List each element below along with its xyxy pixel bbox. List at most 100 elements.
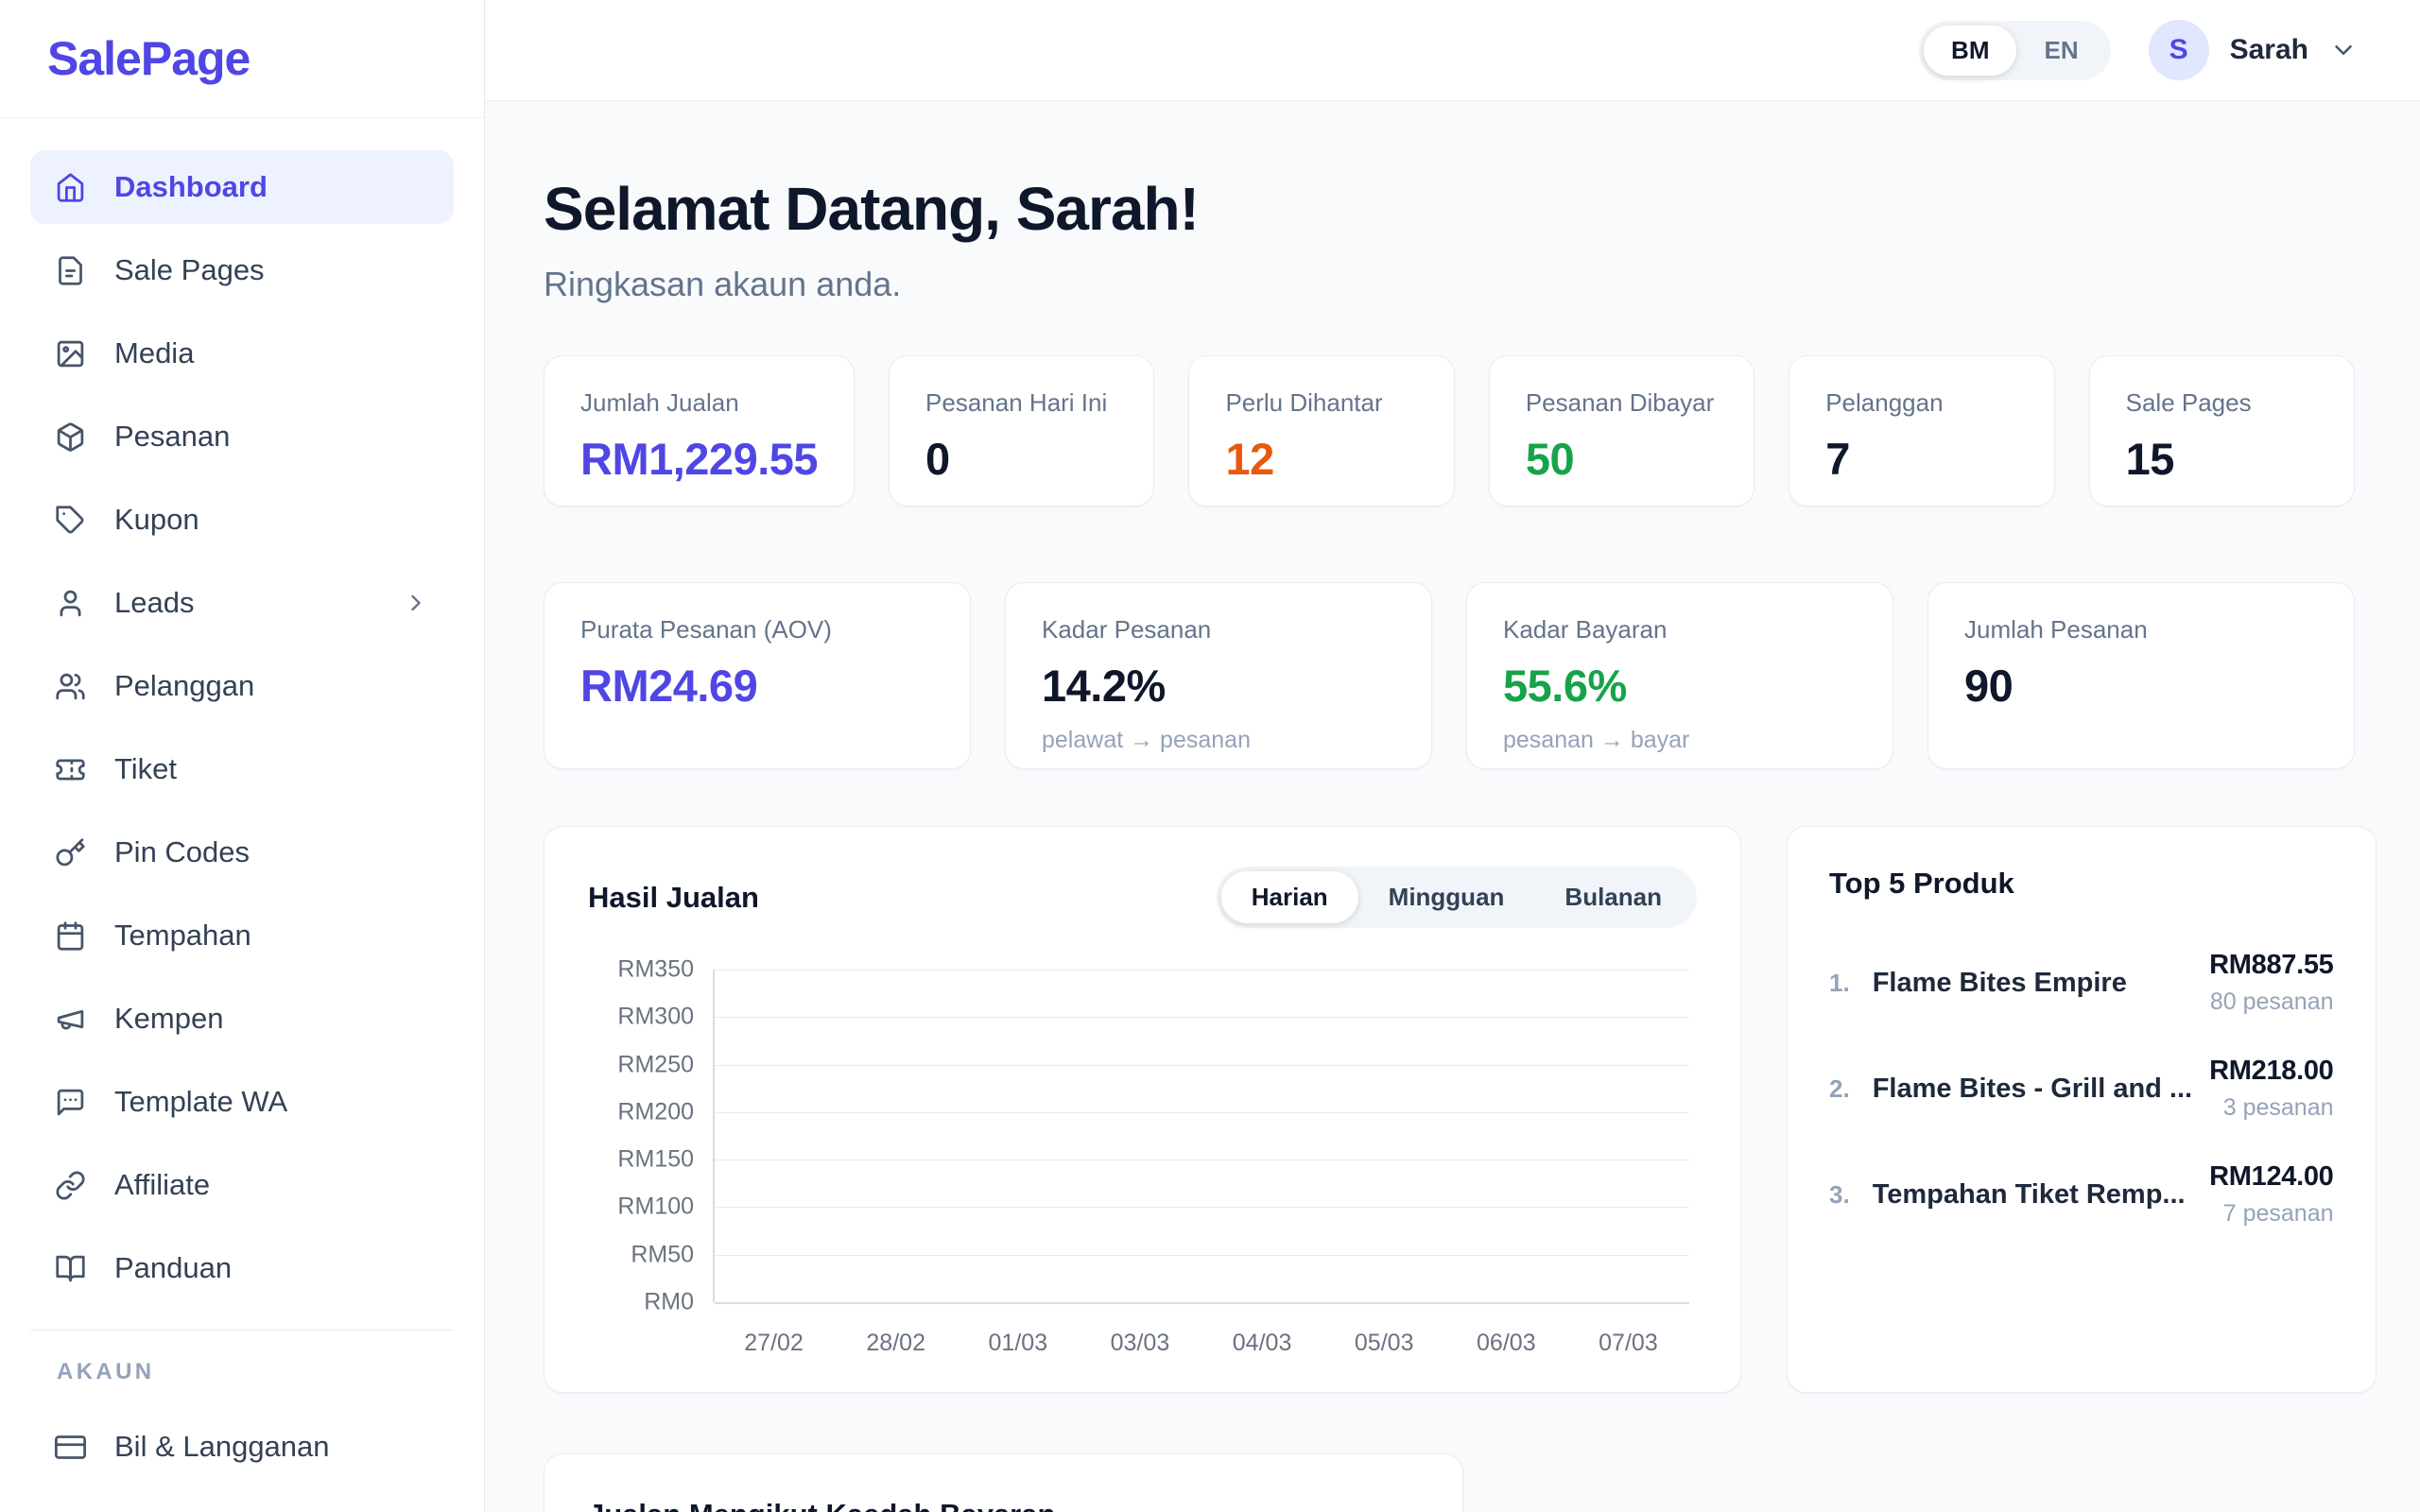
stat-value: 50 [1525,434,1575,484]
sidebar-item-dashboard[interactable]: Dashboard [30,150,454,224]
language-option-en[interactable]: EN [2016,26,2105,76]
sidebar-item-pin-codes[interactable]: Pin Codes [30,816,454,889]
stat-label: Jumlah Pesanan [1964,615,2148,644]
chart-gridline [715,1207,1689,1209]
payment-methods-title: Jualan Mengikut Kaedah Bayaran [588,1498,1419,1512]
y-axis-tick-label: RM100 [617,1193,694,1220]
top-product-row-2: 2. Flame Bites - Grill and ... RM218.00 … [1829,1056,2334,1122]
stat-label: Pesanan Dibayar [1525,388,1715,417]
chart-header: Hasil Jualan Harian Mingguan Bulanan [588,867,1697,928]
avatar: S [2148,20,2209,80]
stat-card-pelanggan: Pelanggan 7 [1789,355,2055,507]
product-rank: 1. [1829,968,1850,997]
sidebar-item-leads[interactable]: Leads [30,566,454,640]
line-chart: RM350 RM300 RM250 RM200 RM150 RM100 RM50 RM0 27… [588,956,1697,1357]
top-products-title: Top 5 Produk [1829,867,2014,900]
calendar-icon [55,920,86,952]
chart-range-tab-harian[interactable]: Harian [1220,871,1358,923]
stat-label: Perlu Dihantar [1225,388,1383,417]
stat-card-purata-pesanan-aov: Purata Pesanan (AOV) RM24.69 [544,582,971,769]
home-icon [55,172,86,203]
sidebar-section-label: AKAUN [57,1359,155,1384]
y-axis-tick-label: RM250 [617,1051,694,1078]
stat-value: 12 [1225,434,1274,484]
stat-card-kadar-pesanan: Kadar Pesanan 14.2% pelawat → pesanan [1005,582,1432,769]
stat-value: 14.2% [1042,661,1166,711]
stat-card-pesanan-hari-ini: Pesanan Hari Ini 0 [889,355,1155,507]
sidebar-item-token-ai[interactable]: Token AI [30,1493,454,1512]
users-icon [55,671,86,702]
topbar: BM EN S Sarah [485,0,2420,101]
stat-card-sale-pages: Sale Pages 15 [2088,355,2355,507]
product-orders: 3 pesanan [2222,1094,2334,1121]
stat-value: 0 [925,434,950,484]
sidebar-item-panduan[interactable]: Panduan [30,1231,454,1305]
x-axis-tick-label: 01/03 [988,1330,1048,1356]
y-axis-tick-label: RM50 [631,1241,694,1268]
sidebar-item-bil-langganan[interactable]: Bil & Langganan [30,1410,454,1484]
product-orders: 7 pesanan [2222,1200,2334,1227]
chart-range-tab-bulanan[interactable]: Bulanan [1534,871,1692,923]
chart-gridline [715,970,1689,971]
stat-label: Purata Pesanan (AOV) [580,615,832,644]
x-axis-tick-label: 04/03 [1232,1330,1292,1356]
product-amount: RM124.00 [2209,1161,2334,1192]
sidebar-item-template-wa[interactable]: Template WA [30,1065,454,1139]
stat-value: 7 [1825,434,1850,484]
y-axis-tick-label: RM150 [617,1145,694,1173]
top-product-row-1: 1. Flame Bites Empire RM887.55 80 pesana… [1829,950,2334,1016]
brand-logo[interactable]: SalePage [47,32,251,85]
sidebar-item-pesanan[interactable]: Pesanan [30,400,454,473]
sidebar-item-kupon[interactable]: Kupon [30,483,454,557]
sidebar-item-sale-pages[interactable]: Sale Pages [30,233,454,307]
stat-subtext: pelawat → pesanan [1042,727,1251,753]
stat-card-pesanan-dibayar: Pesanan Dibayar 50 [1488,355,1755,507]
stat-label: Pelanggan [1825,388,1944,417]
stat-label: Kadar Pesanan [1042,615,1212,644]
product-rank: 2. [1829,1074,1850,1103]
sidebar-item-tempahan[interactable]: Tempahan [30,899,454,972]
stat-value: 55.6% [1503,661,1627,711]
stats-row-1: Jumlah Jualan RM1,229.55 Pesanan Hari In… [544,355,2355,507]
x-axis-tick-label: 06/03 [1477,1330,1536,1356]
user-menu[interactable]: S Sarah [2148,20,2358,80]
sidebar-item-affiliate[interactable]: Affiliate [30,1148,454,1222]
link-icon [55,1170,86,1201]
sidebar-item-pelanggan[interactable]: Pelanggan [30,649,454,723]
stat-label: Jumlah Jualan [580,388,739,417]
sidebar-item-media[interactable]: Media [30,317,454,390]
product-name: Flame Bites Empire [1872,967,2127,998]
top-products-card: Top 5 Produk 1. Flame Bites Empire RM887… [1787,826,2377,1393]
language-option-bm[interactable]: BM [1924,25,2017,76]
stat-label: Kadar Bayaran [1503,615,1668,644]
user-name: Sarah [2229,34,2308,65]
chevron-down-icon [2329,36,2358,64]
plot-area [713,970,1689,1304]
chart-title: Hasil Jualan [588,880,759,914]
stat-label: Sale Pages [2125,388,2252,417]
stat-card-jumlah-jualan: Jumlah Jualan RM1,229.55 [544,355,856,507]
x-axis-tick-label: 28/02 [866,1330,925,1356]
y-axis: RM350 RM300 RM250 RM200 RM150 RM100 RM50 RM0 [588,956,694,1315]
image-icon [55,338,86,369]
sidebar-nav-account: Bil & Langganan Token AI [0,1404,484,1512]
stat-card-perlu-dihantar: Perlu Dihantar 12 [1188,355,1455,507]
stat-value: RM1,229.55 [580,434,819,484]
chart-range-tab-mingguan[interactable]: Mingguan [1358,871,1535,923]
file-icon [55,255,86,286]
stat-label: Pesanan Hari Ini [925,388,1108,417]
user-icon [55,588,86,619]
package-icon [55,421,86,453]
stat-subtext: pesanan → bayar [1503,727,1690,753]
sidebar-divider [30,1330,454,1331]
page-title: Selamat Datang, Sarah! [544,175,1200,243]
megaphone-icon [55,1004,86,1035]
key-icon [55,837,86,868]
tag-icon [55,505,86,536]
book-icon [55,1253,86,1284]
sidebar-item-tiket[interactable]: Tiket [30,732,454,806]
credit-card-icon [55,1432,86,1463]
sidebar-item-kempen[interactable]: Kempen [30,982,454,1056]
page-subtitle: Ringkasan akaun anda. [544,265,902,303]
